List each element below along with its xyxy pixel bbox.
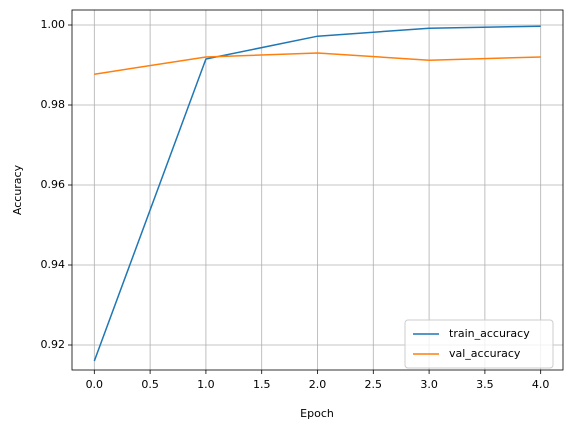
y-tick-label: 0.92 bbox=[41, 338, 66, 351]
y-tick-label: 0.94 bbox=[41, 258, 66, 271]
x-tick-label: 0.0 bbox=[86, 378, 104, 391]
y-axis-label: Accuracy bbox=[11, 164, 24, 215]
series-line bbox=[94, 52, 541, 75]
x-tick-label: 1.0 bbox=[197, 378, 215, 391]
legend: train_accuracy val_accuracy bbox=[404, 319, 554, 369]
series-line bbox=[93, 25, 541, 362]
x-tick-label: 3.0 bbox=[420, 378, 438, 391]
y-tick-label: 1.00 bbox=[41, 18, 66, 31]
x-tick-label: 2.5 bbox=[365, 378, 383, 391]
x-axis-label: Epoch bbox=[300, 407, 334, 420]
legend-label: train_accuracy bbox=[449, 327, 530, 340]
x-tick-label: 0.5 bbox=[141, 378, 159, 391]
y-tick-label: 0.98 bbox=[41, 98, 66, 111]
y-tick-label: 0.96 bbox=[41, 178, 66, 191]
x-tick-label: 2.0 bbox=[309, 378, 327, 391]
x-tick-label: 1.5 bbox=[253, 378, 271, 391]
legend-label: val_accuracy bbox=[449, 347, 521, 360]
legend-box bbox=[404, 319, 554, 369]
x-tick-label: 4.0 bbox=[532, 378, 550, 391]
x-tick-label: 3.5 bbox=[476, 378, 494, 391]
plot-frame bbox=[71, 9, 564, 371]
